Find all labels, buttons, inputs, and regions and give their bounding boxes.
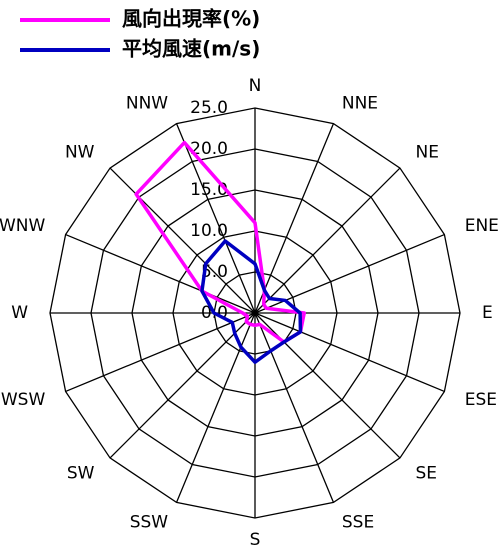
legend-label: 風向出現率(%) bbox=[122, 7, 260, 31]
spoke bbox=[254, 167, 401, 314]
r-tick-label: 15.0 bbox=[190, 180, 228, 200]
grid-ring bbox=[213, 271, 297, 355]
category-label: WNW bbox=[0, 216, 45, 236]
category-label: SW bbox=[67, 464, 95, 484]
category-label: N bbox=[249, 76, 262, 96]
r-tick-label: 10.0 bbox=[190, 221, 228, 241]
category-label: NE bbox=[416, 142, 439, 162]
r-tick-label: 25.0 bbox=[190, 98, 228, 118]
category-label: W bbox=[11, 303, 28, 323]
spoke bbox=[175, 312, 256, 503]
grid-ring bbox=[172, 230, 338, 396]
series-line bbox=[200, 239, 303, 364]
category-label: NW bbox=[65, 142, 95, 162]
grid-ring bbox=[49, 107, 461, 519]
spoke bbox=[254, 312, 335, 503]
grid-ring bbox=[90, 148, 420, 478]
r-tick-label: 5.0 bbox=[201, 262, 228, 282]
spoke bbox=[254, 123, 335, 314]
category-label: SSW bbox=[130, 513, 169, 533]
category-label: SSE bbox=[342, 513, 374, 533]
category-label: NNE bbox=[342, 93, 378, 113]
series-line bbox=[134, 140, 306, 344]
spoke bbox=[109, 167, 256, 314]
legend-label: 平均風速(m/s) bbox=[122, 37, 260, 61]
grid-ring bbox=[131, 189, 379, 437]
category-label: SE bbox=[416, 464, 438, 484]
spoke bbox=[65, 233, 256, 314]
category-label: E bbox=[482, 303, 493, 323]
spoke bbox=[65, 312, 256, 393]
category-label: S bbox=[250, 530, 261, 550]
category-label: WSW bbox=[1, 390, 46, 410]
spoke bbox=[109, 312, 256, 459]
spoke bbox=[175, 123, 256, 314]
category-label: ENE bbox=[465, 216, 499, 236]
category-label: ESE bbox=[465, 390, 497, 410]
r-tick-label: 20.0 bbox=[190, 139, 228, 159]
spoke bbox=[254, 312, 445, 393]
category-label: NNW bbox=[126, 93, 168, 113]
